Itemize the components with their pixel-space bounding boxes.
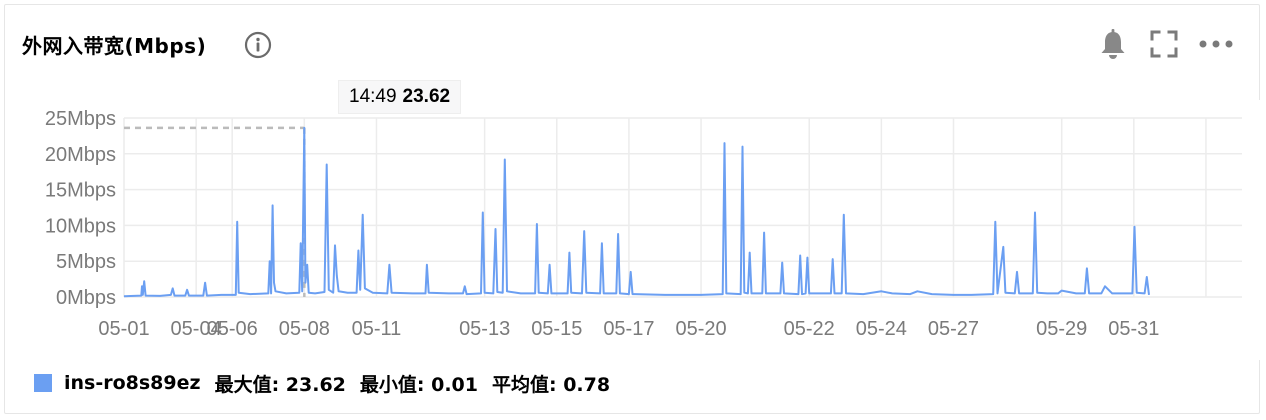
legend-avg: 平均值: 0.78 [491,373,611,396]
x-tick-label: 05-01 [98,318,149,340]
y-tick-label: 5Mbps [56,251,116,273]
x-tick-label: 05-20 [675,318,726,340]
fullscreen-icon[interactable] [1150,30,1178,58]
hover-tooltip: 14:49 23.62 [338,80,462,114]
x-tick-label: 05-31 [1108,318,1159,340]
x-tick-label: 05-27 [928,318,979,340]
x-tick-label: 05-06 [207,318,258,340]
y-tick-label: 25Mbps [45,108,116,130]
info-icon[interactable] [244,31,272,59]
x-tick-label: 05-24 [856,318,907,340]
x-tick-label: 05-13 [459,318,510,340]
y-tick-label: 15Mbps [45,180,116,202]
x-tick-label: 05-08 [279,318,330,340]
bell-icon[interactable] [1098,28,1128,60]
plot-right-mask [1244,100,1266,360]
chart-title: 外网入带宽(Mbps) [22,34,207,58]
x-tick-label: 05-15 [531,318,582,340]
legend-max: 最大值: 23.62 [214,373,346,396]
x-tick-label: 05-04 [171,318,222,340]
y-tick-label: 10Mbps [45,215,116,237]
tooltip-value: 23.62 [402,86,451,107]
series-line [123,126,1150,298]
x-tick-label: 05-11 [352,318,402,340]
x-tick-label: 05-17 [603,318,654,340]
legend-min: 最小值: 0.01 [359,373,478,396]
more-icon[interactable] [1198,34,1234,54]
legend-series-name[interactable]: ins-ro8s89ez [64,372,201,394]
tooltip-time: 14:49 [349,86,397,107]
bandwidth-chart-card [4,4,1260,414]
legend-swatch[interactable] [34,374,52,392]
x-tick-label: 05-29 [1036,318,1087,340]
y-tick-label: 20Mbps [45,144,116,166]
legend: ins-ro8s89ez 最大值: 23.62 最小值: 0.01 平均值: 0… [34,368,610,398]
y-tick-label: 0Mbps [56,287,116,309]
x-tick-label: 05-22 [784,318,835,340]
